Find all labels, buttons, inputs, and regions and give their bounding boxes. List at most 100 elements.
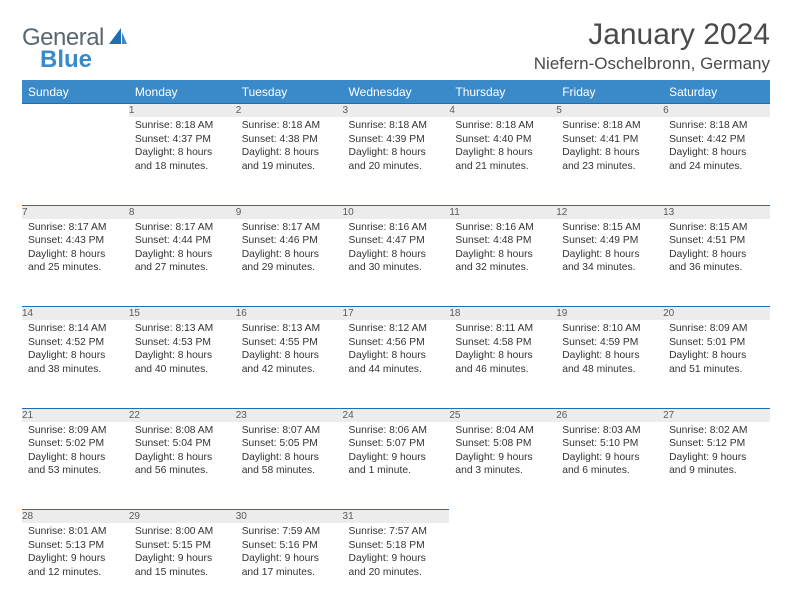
daylight-line1: Daylight: 9 hours — [242, 552, 337, 566]
logo-text-blue: Blue — [40, 46, 92, 74]
day-cell: Sunrise: 8:15 AMSunset: 4:51 PMDaylight:… — [663, 219, 770, 307]
col-wednesday: Wednesday — [343, 81, 450, 104]
daylight-line1: Daylight: 8 hours — [135, 349, 230, 363]
sunset-text: Sunset: 4:43 PM — [28, 234, 123, 248]
daylight-line1: Daylight: 8 hours — [562, 146, 657, 160]
daylight-line2: and 6 minutes. — [562, 464, 657, 478]
day-cell: Sunrise: 8:06 AMSunset: 5:07 PMDaylight:… — [343, 422, 450, 510]
sunrise-text: Sunrise: 8:18 AM — [349, 119, 444, 133]
daylight-line1: Daylight: 9 hours — [28, 552, 123, 566]
daylight-line1: Daylight: 8 hours — [349, 146, 444, 160]
daylight-line2: and 9 minutes. — [669, 464, 764, 478]
daylight-line1: Daylight: 9 hours — [455, 451, 550, 465]
sunrise-text: Sunrise: 8:12 AM — [349, 322, 444, 336]
sunrise-text: Sunrise: 8:14 AM — [28, 322, 123, 336]
day-number: 13 — [663, 205, 770, 219]
daylight-line1: Daylight: 8 hours — [349, 248, 444, 262]
day-cell: Sunrise: 8:11 AMSunset: 4:58 PMDaylight:… — [449, 320, 556, 408]
daylight-line1: Daylight: 8 hours — [28, 451, 123, 465]
day-number: 26 — [556, 408, 663, 422]
day-number: 22 — [129, 408, 236, 422]
sunset-text: Sunset: 5:07 PM — [349, 437, 444, 451]
day-cell: Sunrise: 8:02 AMSunset: 5:12 PMDaylight:… — [663, 422, 770, 510]
sunset-text: Sunset: 5:01 PM — [669, 336, 764, 350]
day-cell: Sunrise: 8:17 AMSunset: 4:46 PMDaylight:… — [236, 219, 343, 307]
daylight-line2: and 51 minutes. — [669, 363, 764, 377]
sunrise-text: Sunrise: 8:18 AM — [135, 119, 230, 133]
day-cell: Sunrise: 8:18 AMSunset: 4:41 PMDaylight:… — [556, 117, 663, 205]
sunrise-text: Sunrise: 8:10 AM — [562, 322, 657, 336]
day-cell: Sunrise: 8:13 AMSunset: 4:55 PMDaylight:… — [236, 320, 343, 408]
day-cell: Sunrise: 8:16 AMSunset: 4:47 PMDaylight:… — [343, 219, 450, 307]
day-cell: Sunrise: 8:10 AMSunset: 4:59 PMDaylight:… — [556, 320, 663, 408]
day-number: 30 — [236, 510, 343, 524]
day-cell — [22, 117, 129, 205]
col-tuesday: Tuesday — [236, 81, 343, 104]
sunset-text: Sunset: 4:56 PM — [349, 336, 444, 350]
sunrise-text: Sunrise: 8:00 AM — [135, 525, 230, 539]
daylight-line1: Daylight: 8 hours — [135, 451, 230, 465]
header-row: Sunday Monday Tuesday Wednesday Thursday… — [22, 81, 770, 104]
calendar-body: 123456Sunrise: 8:18 AMSunset: 4:37 PMDay… — [22, 104, 770, 612]
day-number: 11 — [449, 205, 556, 219]
day-number: 20 — [663, 307, 770, 321]
sunset-text: Sunset: 4:37 PM — [135, 133, 230, 147]
daylight-line1: Daylight: 8 hours — [562, 248, 657, 262]
day-number: 19 — [556, 307, 663, 321]
daylight-line2: and 24 minutes. — [669, 160, 764, 174]
sunrise-text: Sunrise: 8:09 AM — [669, 322, 764, 336]
sunset-text: Sunset: 4:38 PM — [242, 133, 337, 147]
sunset-text: Sunset: 4:44 PM — [135, 234, 230, 248]
day-number: 10 — [343, 205, 450, 219]
daylight-line1: Daylight: 8 hours — [669, 349, 764, 363]
sunset-text: Sunset: 4:47 PM — [349, 234, 444, 248]
day-number: 18 — [449, 307, 556, 321]
day-number: 6 — [663, 104, 770, 118]
daylight-line1: Daylight: 8 hours — [669, 146, 764, 160]
daylight-line1: Daylight: 8 hours — [455, 146, 550, 160]
empty-day — [22, 104, 129, 118]
sunset-text: Sunset: 4:49 PM — [562, 234, 657, 248]
sunrise-text: Sunrise: 7:57 AM — [349, 525, 444, 539]
daylight-line2: and 29 minutes. — [242, 261, 337, 275]
col-monday: Monday — [129, 81, 236, 104]
day-cell: Sunrise: 8:18 AMSunset: 4:39 PMDaylight:… — [343, 117, 450, 205]
daylight-line1: Daylight: 8 hours — [349, 349, 444, 363]
sunrise-text: Sunrise: 8:09 AM — [28, 424, 123, 438]
sunset-text: Sunset: 4:51 PM — [669, 234, 764, 248]
day-cell: Sunrise: 7:57 AMSunset: 5:18 PMDaylight:… — [343, 523, 450, 611]
sunrise-text: Sunrise: 8:16 AM — [349, 221, 444, 235]
day-cell: Sunrise: 8:17 AMSunset: 4:44 PMDaylight:… — [129, 219, 236, 307]
daylight-line1: Daylight: 8 hours — [562, 349, 657, 363]
calendar-table: Sunday Monday Tuesday Wednesday Thursday… — [22, 80, 770, 611]
sunrise-text: Sunrise: 7:59 AM — [242, 525, 337, 539]
sail-icon — [107, 26, 129, 51]
daylight-line2: and 46 minutes. — [455, 363, 550, 377]
day-cell: Sunrise: 8:09 AMSunset: 5:01 PMDaylight:… — [663, 320, 770, 408]
day-cell: Sunrise: 8:16 AMSunset: 4:48 PMDaylight:… — [449, 219, 556, 307]
sunrise-text: Sunrise: 8:18 AM — [562, 119, 657, 133]
sunrise-text: Sunrise: 8:17 AM — [135, 221, 230, 235]
daylight-line2: and 36 minutes. — [669, 261, 764, 275]
daylight-line1: Daylight: 9 hours — [349, 552, 444, 566]
sunset-text: Sunset: 4:53 PM — [135, 336, 230, 350]
sunrise-text: Sunrise: 8:02 AM — [669, 424, 764, 438]
sunset-text: Sunset: 4:48 PM — [455, 234, 550, 248]
daylight-line2: and 30 minutes. — [349, 261, 444, 275]
day-cell: Sunrise: 8:13 AMSunset: 4:53 PMDaylight:… — [129, 320, 236, 408]
day-number: 2 — [236, 104, 343, 118]
sunset-text: Sunset: 5:13 PM — [28, 539, 123, 553]
day-cell: Sunrise: 8:18 AMSunset: 4:40 PMDaylight:… — [449, 117, 556, 205]
sunset-text: Sunset: 4:39 PM — [349, 133, 444, 147]
sunset-text: Sunset: 5:02 PM — [28, 437, 123, 451]
day-cell: Sunrise: 8:17 AMSunset: 4:43 PMDaylight:… — [22, 219, 129, 307]
day-number: 27 — [663, 408, 770, 422]
sunset-text: Sunset: 4:41 PM — [562, 133, 657, 147]
daylight-line2: and 53 minutes. — [28, 464, 123, 478]
day-cell: Sunrise: 8:00 AMSunset: 5:15 PMDaylight:… — [129, 523, 236, 611]
sunset-text: Sunset: 5:10 PM — [562, 437, 657, 451]
daylight-line1: Daylight: 8 hours — [242, 451, 337, 465]
week-text-row: Sunrise: 8:01 AMSunset: 5:13 PMDaylight:… — [22, 523, 770, 611]
day-number: 16 — [236, 307, 343, 321]
daylight-line2: and 17 minutes. — [242, 566, 337, 580]
